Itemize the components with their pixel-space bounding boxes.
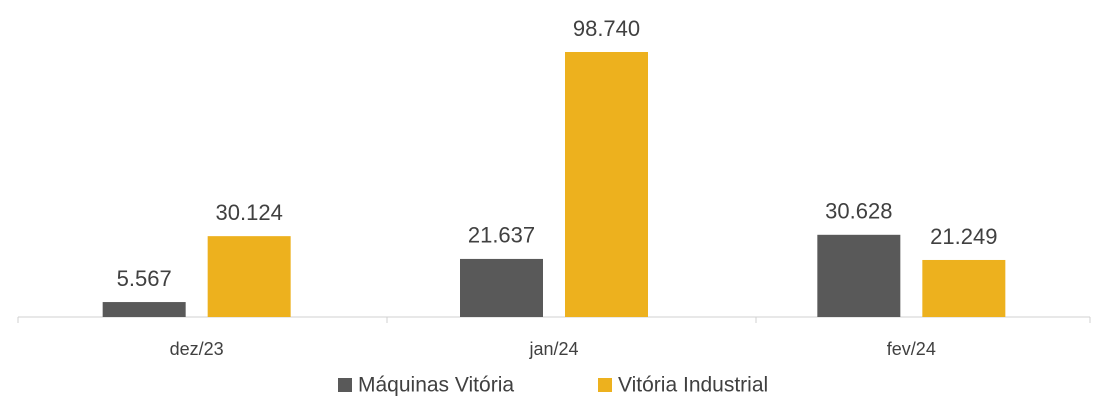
value-label: 30.628: [825, 199, 892, 224]
value-label: 98.740: [573, 16, 640, 41]
x-tick-label: jan/24: [528, 339, 578, 359]
x-tick-label: fev/24: [887, 339, 936, 359]
value-label: 21.249: [930, 224, 997, 249]
legend-label: Máquinas Vitória: [358, 374, 514, 397]
value-label: 5.567: [117, 266, 172, 291]
bar: [565, 52, 648, 317]
bar: [207, 236, 291, 317]
x-tick-label: dez/23: [170, 339, 224, 359]
value-label: 30.124: [216, 200, 283, 225]
legend-swatch: [338, 378, 352, 392]
bar: [817, 234, 901, 317]
value-label: 21.637: [468, 223, 535, 248]
bar: [922, 259, 1006, 317]
legend-swatch: [598, 378, 612, 392]
bar: [460, 258, 543, 317]
bar: [102, 302, 186, 317]
legend-label: Vitória Industrial: [618, 374, 768, 397]
